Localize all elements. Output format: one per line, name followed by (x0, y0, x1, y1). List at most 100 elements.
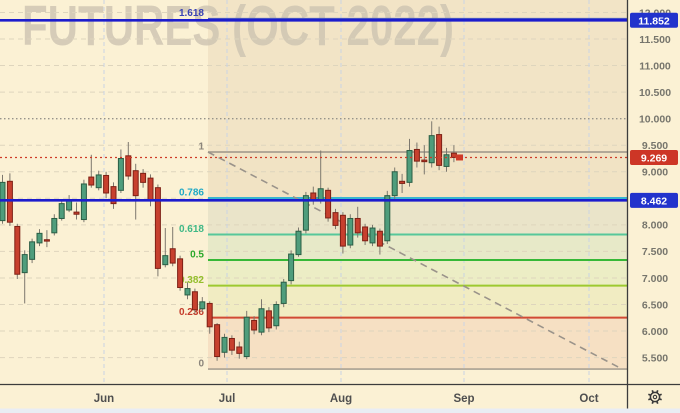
candle (228, 335, 235, 355)
price-badge-value: 9.269 (641, 152, 667, 164)
candle (406, 138, 413, 187)
horizontal-lines[interactable] (0, 19, 628, 202)
chart-settings-button[interactable] (648, 390, 662, 404)
candle (110, 182, 117, 209)
candle (421, 145, 428, 175)
candle-body-up (295, 230, 302, 256)
candle-body-down (399, 180, 406, 184)
candle-body-down (450, 152, 457, 158)
price-tick-label: 11.500 (639, 34, 671, 46)
price-badge: 9.269 (630, 149, 678, 165)
current-price-marker (456, 154, 463, 161)
trend-line[interactable] (207, 151, 623, 370)
candle (191, 288, 198, 314)
window-bottom-strip (0, 408, 680, 413)
candle (369, 224, 376, 247)
candle (384, 190, 391, 244)
candle (95, 170, 102, 191)
price-tick-label: 7.500 (642, 246, 668, 258)
candle-body-up (184, 288, 191, 296)
fib-label-1: 1 (198, 141, 204, 152)
price-tick-label: 9.000 (642, 167, 668, 179)
candle (288, 250, 295, 285)
candle (302, 191, 309, 234)
gear-icon-tooth (658, 393, 662, 397)
price-tick-label: 6.500 (642, 299, 668, 311)
watermark-title: FUTURES (OCT 2022) (22, 0, 454, 58)
price-badge: 8.462 (630, 192, 678, 208)
candle-body-down (206, 302, 213, 328)
candle-body-up (36, 232, 43, 244)
candle (214, 323, 221, 361)
gear-icon-tooth (655, 390, 659, 394)
candle (362, 223, 369, 246)
candle-body-up (347, 217, 354, 246)
candle-body-up (258, 308, 265, 333)
candle (36, 229, 43, 247)
candle-body-up (29, 241, 36, 260)
candle-body-up (302, 195, 309, 231)
price-tick-label: 8.000 (642, 220, 668, 232)
candle-body-down (376, 230, 383, 247)
candle-body-down (228, 337, 235, 351)
candle-body-down (436, 134, 443, 166)
candle (428, 121, 435, 168)
candle-body-down (413, 148, 420, 162)
candle-body-down (6, 180, 13, 223)
candle (73, 202, 80, 220)
fib-label-0.5: 0.5 (190, 250, 204, 261)
candle (206, 301, 213, 334)
candle-body-up (95, 174, 102, 189)
gear-icon-tooth (651, 400, 655, 404)
candle (265, 307, 272, 333)
fib-diagonal-dashed-line[interactable] (207, 151, 623, 370)
candle-body-up (317, 188, 324, 201)
candle (88, 154, 95, 188)
candle (273, 301, 280, 330)
gear-icon (649, 391, 661, 403)
candle-body-down (154, 187, 161, 269)
fib-label-1.618: 1.618 (179, 8, 204, 19)
price-badge-box (630, 12, 678, 28)
fib-label-0.786: 0.786 (179, 188, 204, 199)
gear-icon-tooth (648, 393, 652, 397)
candle (51, 214, 58, 236)
candle-body-up (384, 195, 391, 242)
candle (339, 212, 346, 254)
fib-label-0: 0 (198, 359, 204, 370)
fib-label-0.236: 0.236 (179, 307, 204, 318)
gear-icon-tooth (658, 397, 662, 401)
candle-body-down (43, 239, 50, 242)
candle (58, 199, 65, 221)
candle-body-down (132, 170, 139, 197)
candle (243, 310, 250, 360)
price-axis[interactable]: 12.00011.50011.00010.50010.0009.5009.000… (630, 7, 678, 364)
candle-body-down (110, 186, 117, 205)
candle-body-up (369, 227, 376, 244)
candle-body-up (288, 253, 295, 282)
candle (443, 147, 450, 172)
price-badge-value: 8.462 (641, 195, 667, 207)
candle-body-down (73, 211, 80, 215)
price-tick-label: 10.500 (639, 87, 671, 99)
candle (251, 316, 258, 335)
time-axis[interactable]: Jun Jul Aug Sep Oct (94, 393, 599, 405)
price-tick-label: 6.000 (642, 326, 668, 338)
candle (354, 206, 361, 238)
month-label: Aug (330, 393, 352, 405)
price-tick-label: 11.000 (639, 60, 671, 72)
candle (117, 149, 124, 193)
candle-body-up (406, 150, 413, 183)
candle-body-up (66, 199, 73, 211)
gear-icon-center (652, 394, 658, 400)
candle-body-up (243, 316, 250, 358)
candle-body-down (125, 155, 132, 177)
candle (177, 255, 184, 291)
price-tick-label: 7.000 (642, 273, 668, 285)
fib-label-0.382: 0.382 (179, 275, 204, 286)
candle-body-up (117, 157, 124, 191)
fibonacci-bands (208, 0, 628, 370)
candle (280, 279, 287, 308)
